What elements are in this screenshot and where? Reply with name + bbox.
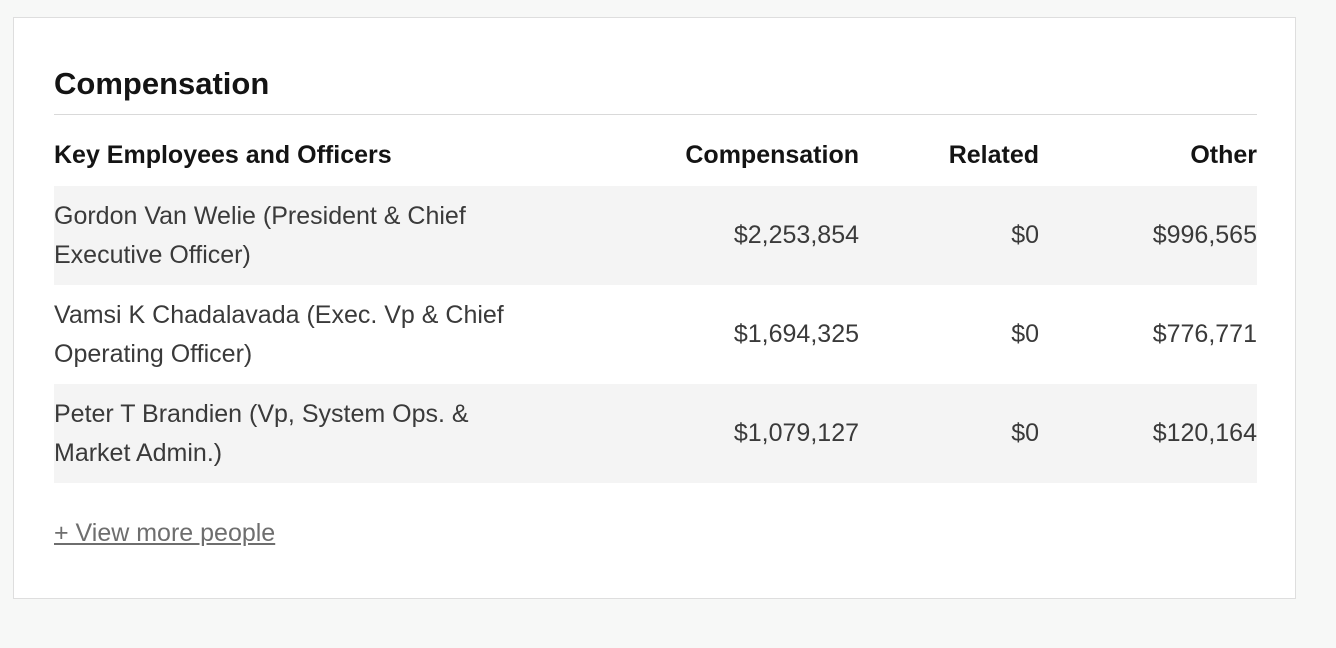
column-header-other: Other: [1190, 141, 1257, 169]
title-divider: [54, 114, 1257, 115]
other-value: $996,565: [1039, 186, 1257, 285]
column-header-compensation: Compensation: [685, 141, 859, 169]
table-row: Peter T Brandien (Vp, System Ops. & Mark…: [54, 384, 1257, 483]
table-header-row: Key Employees and Officers Compensation …: [54, 136, 1257, 186]
compensation-value: $1,694,325: [733, 320, 859, 348]
compensation-value: $1,079,127: [554, 384, 859, 483]
other-value: $776,771: [1152, 320, 1257, 348]
other-value: $120,164: [1039, 384, 1257, 483]
section-title: Compensation: [54, 66, 270, 101]
employee-name: Gordon Van Welie (President & Chief Exec…: [54, 186, 554, 285]
compensation-table: Key Employees and Officers Compensation …: [54, 136, 1257, 483]
view-more-people-link[interactable]: + View more people: [54, 519, 276, 547]
compensation-value: $2,253,854: [554, 186, 859, 285]
related-value: $0: [859, 384, 1039, 483]
column-header-related: Related: [948, 141, 1039, 169]
employee-name: Peter T Brandien (Vp, System Ops. & Mark…: [54, 384, 554, 483]
related-value: $0: [1011, 320, 1039, 348]
table-row: Gordon Van Welie (President & Chief Exec…: [54, 186, 1257, 285]
table-row: Vamsi K Chadalavada (Exec. Vp & Chief Op…: [54, 285, 1257, 384]
employee-name: Vamsi K Chadalavada (Exec. Vp & Chief Op…: [54, 300, 504, 368]
compensation-card: Compensation Key Employees and Officers …: [13, 17, 1296, 599]
column-header-name: Key Employees and Officers: [54, 141, 392, 169]
related-value: $0: [859, 186, 1039, 285]
